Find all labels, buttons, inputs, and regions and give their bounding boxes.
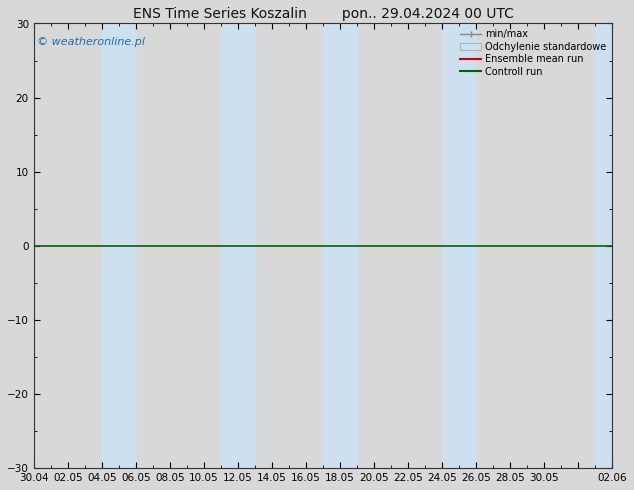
- Bar: [221, 24, 255, 468]
- Bar: [595, 24, 630, 468]
- Legend: min/max, Odchylenie standardowe, Ensemble mean run, Controll run: min/max, Odchylenie standardowe, Ensembl…: [456, 25, 611, 80]
- Bar: [101, 24, 136, 468]
- Bar: [442, 24, 476, 468]
- Bar: [323, 24, 357, 468]
- Title: ENS Time Series Koszalin        pon.. 29.04.2024 00 UTC: ENS Time Series Koszalin pon.. 29.04.202…: [133, 7, 514, 21]
- Text: © weatheronline.pl: © weatheronline.pl: [37, 37, 145, 47]
